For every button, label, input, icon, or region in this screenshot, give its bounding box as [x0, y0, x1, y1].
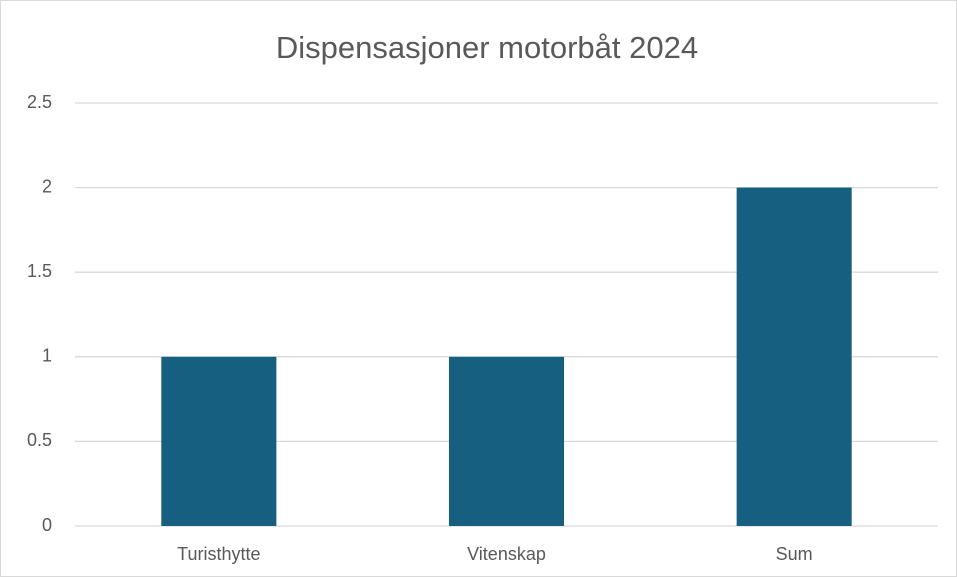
- y-tick-label: 1.5: [27, 261, 52, 281]
- y-tick-label: 1: [42, 346, 52, 366]
- y-tick-label: 2: [42, 176, 52, 196]
- x-tick-label: Vitenskap: [467, 544, 546, 564]
- chart-title: Dispensasjoner motorbåt 2024: [276, 30, 698, 65]
- x-tick-label: Turisthytte: [177, 544, 260, 564]
- bar: [448, 356, 565, 526]
- x-tick-label: Sum: [776, 544, 813, 564]
- y-tick-label: 0: [42, 515, 52, 535]
- y-tick-label: 0.5: [27, 430, 52, 450]
- bar: [161, 356, 277, 526]
- y-tick-label: 2.5: [27, 92, 52, 112]
- bar: [736, 187, 852, 526]
